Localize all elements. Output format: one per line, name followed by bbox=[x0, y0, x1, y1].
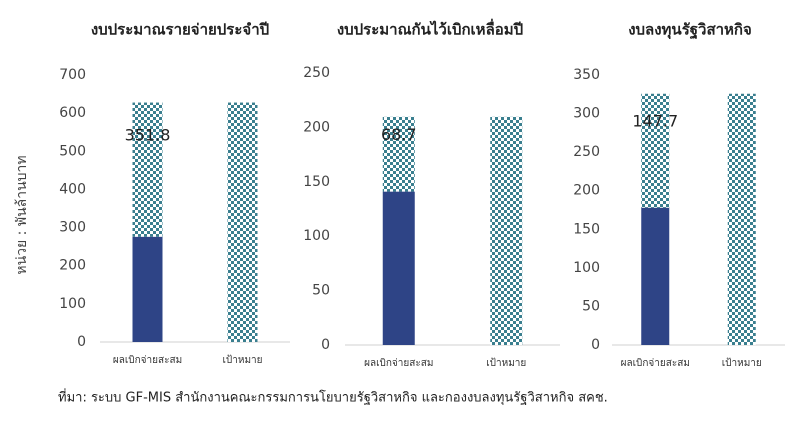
chart-title: งบประมาณกันไว้เบิกเหลื่อมปี bbox=[337, 19, 523, 39]
y-tick-label: 700 bbox=[59, 67, 86, 83]
bar-segment bbox=[641, 207, 670, 345]
y-tick-label: 500 bbox=[59, 143, 86, 159]
y-tick-label: 300 bbox=[59, 220, 86, 236]
y-tick-label: 100 bbox=[573, 260, 600, 276]
x-tick-label: ผลเบิกจ่ายสะสม bbox=[364, 358, 433, 369]
data-label: 68.7 bbox=[381, 125, 417, 144]
x-tick-label: เป้าหมาย bbox=[722, 357, 762, 369]
y-axis-label: หน่วย : พันล้านบาท bbox=[14, 155, 30, 274]
y-tick-label: 600 bbox=[59, 105, 86, 121]
y-tick-label: 100 bbox=[303, 228, 330, 244]
x-tick-label: ผลเบิกจ่ายสะสม bbox=[113, 355, 182, 366]
y-tick-label: 400 bbox=[59, 181, 86, 197]
y-tick-label: 200 bbox=[303, 119, 330, 135]
bar-segment bbox=[727, 93, 756, 345]
data-label: 351.8 bbox=[125, 126, 171, 145]
y-tick-label: 200 bbox=[573, 183, 600, 199]
y-tick-label: 300 bbox=[573, 106, 600, 122]
bar-segment bbox=[382, 116, 415, 192]
chart-title: งบประมาณรายจ่ายประจำปี bbox=[91, 21, 269, 39]
y-tick-label: 250 bbox=[573, 144, 600, 160]
y-tick-label: 150 bbox=[303, 174, 330, 190]
bar-segment bbox=[132, 236, 163, 342]
y-tick-label: 350 bbox=[573, 67, 600, 83]
x-tick-label: เป้าหมาย bbox=[222, 354, 262, 366]
y-tick-label: 0 bbox=[321, 337, 330, 353]
data-label: 147.7 bbox=[632, 112, 678, 131]
y-tick-label: 50 bbox=[312, 283, 330, 299]
bar-segment bbox=[641, 93, 670, 208]
bar-segment bbox=[132, 102, 163, 237]
x-tick-label: เป้าหมาย bbox=[486, 357, 526, 369]
y-tick-label: 100 bbox=[59, 296, 86, 312]
source-note: ที่มา: ระบบ GF-MIS สำนักงานคณะกรรมการนโย… bbox=[58, 389, 608, 406]
bar-segment bbox=[382, 191, 415, 345]
y-tick-label: 0 bbox=[591, 337, 600, 353]
bar-segment bbox=[490, 116, 523, 345]
y-tick-label: 150 bbox=[573, 221, 600, 237]
y-tick-label: 250 bbox=[303, 65, 330, 81]
y-tick-label: 50 bbox=[582, 298, 600, 314]
chart-title: งบลงทุนรัฐวิสาหกิจ bbox=[628, 21, 752, 40]
bar-segment bbox=[227, 102, 258, 342]
x-tick-label: ผลเบิกจ่ายสะสม bbox=[621, 358, 690, 369]
y-tick-label: 0 bbox=[77, 334, 86, 350]
y-tick-label: 200 bbox=[59, 258, 86, 274]
